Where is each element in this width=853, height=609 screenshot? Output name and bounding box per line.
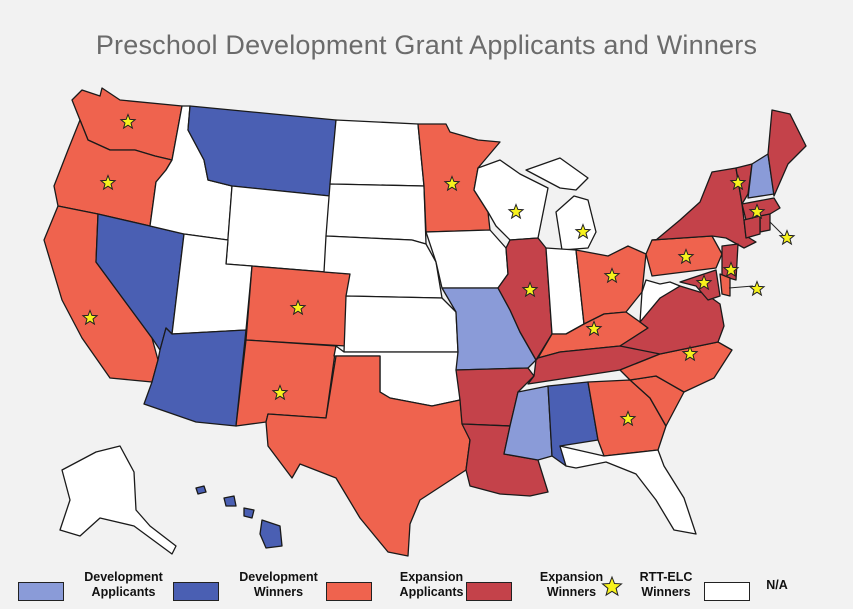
state-me	[767, 109, 807, 197]
state-wy	[225, 185, 331, 273]
legend-label: Development Applicants	[66, 570, 181, 600]
legend-label-line1: Development	[84, 570, 163, 584]
legend-label-line2: Applicants	[91, 585, 156, 599]
legend-label: RTT-ELC Winners	[626, 570, 706, 600]
rtt-elc-star-co	[289, 299, 307, 316]
legend-swatch	[704, 582, 750, 601]
state-nm	[235, 339, 337, 427]
rtt-elc-star-ca	[81, 309, 99, 326]
legend-label: Expansion Applicants	[374, 570, 489, 600]
rtt-elc-star-oh	[603, 267, 621, 284]
rtt-elc-star-md	[695, 274, 713, 291]
state-de	[719, 273, 731, 297]
us-states-map	[43, 87, 807, 557]
state-nd	[329, 119, 425, 187]
rtt-elc-star-nc	[681, 345, 699, 362]
legend-swatch	[326, 582, 372, 601]
legend-label: N/A	[752, 578, 802, 593]
rtt-elc-star-pa	[677, 248, 695, 265]
legend-star-icon	[601, 575, 623, 597]
rtt-elc-star-nm	[271, 384, 289, 401]
legend-label-line1: RTT-ELC	[639, 570, 693, 584]
legend-label-line1: Expansion	[399, 570, 464, 584]
state-fl	[559, 445, 697, 535]
state-ak	[59, 445, 177, 555]
state-ct	[743, 215, 761, 239]
legend-label-line2: Winners	[253, 585, 304, 599]
rtt-elc-star-mn	[443, 175, 461, 192]
state-nj	[721, 243, 739, 281]
legend-label-line1: N/A	[766, 578, 788, 592]
legend-swatch	[18, 582, 64, 601]
state-ma	[741, 197, 781, 221]
state-sd	[325, 183, 427, 245]
state-md	[679, 269, 721, 301]
legend: Development Applicants Development Winners E…	[18, 568, 853, 609]
rtt-elc-star-or	[99, 174, 117, 191]
map-title: Preschool Development Grant Applicants a…	[95, 30, 758, 60]
rtt-elc-star-ky	[585, 320, 603, 337]
legend-label-line2: Applicants	[399, 585, 464, 599]
legend-label-line1: Expansion	[539, 570, 604, 584]
legend-swatch	[466, 582, 512, 601]
legend-label-line2: Winners	[641, 585, 691, 599]
rtt-elc-star-ma	[748, 203, 766, 220]
legend-label: Expansion Winners	[514, 570, 629, 600]
state-wv	[639, 279, 681, 323]
rtt-elc-star-mi	[574, 223, 592, 240]
state-ks	[343, 295, 459, 353]
legend-label: Development Winners	[221, 570, 336, 600]
rtt-elc-star-ga	[619, 410, 637, 427]
rtt-elc-star-ri	[778, 229, 796, 246]
rtt-elc-star-wi	[507, 203, 525, 220]
rtt-elc-star-wa	[119, 113, 137, 130]
rtt-elc-star-de	[748, 280, 766, 297]
state-hi	[195, 485, 283, 549]
state-oh	[575, 245, 647, 325]
rtt-elc-star-il	[521, 281, 539, 298]
state-tx	[265, 355, 471, 557]
legend-label-line1: Development	[239, 570, 318, 584]
rtt-elc-star-vt	[729, 174, 747, 191]
rtt-elc-star-nj	[722, 261, 740, 278]
leader-line-ri	[769, 221, 784, 236]
legend-swatch	[173, 582, 219, 601]
legend-label-line2: Winners	[546, 585, 597, 599]
